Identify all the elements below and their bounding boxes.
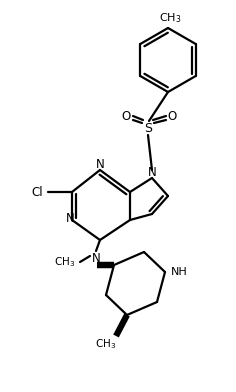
Text: CH$_3$: CH$_3$ (95, 337, 117, 351)
Text: S: S (144, 122, 152, 134)
Text: N: N (66, 212, 74, 225)
Text: N: N (148, 165, 156, 178)
Text: CH$_3$: CH$_3$ (54, 255, 76, 269)
Text: N: N (92, 252, 100, 265)
Text: Cl: Cl (31, 185, 43, 198)
Text: O: O (167, 109, 177, 123)
Text: O: O (121, 109, 131, 123)
Text: CH$_3$: CH$_3$ (159, 11, 181, 25)
Text: NH: NH (171, 267, 187, 277)
Text: N: N (96, 158, 104, 171)
